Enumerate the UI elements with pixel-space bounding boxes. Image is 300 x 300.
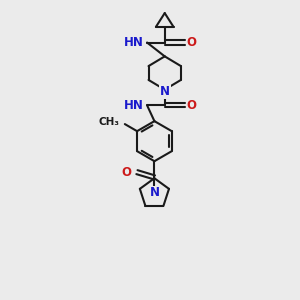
Text: N: N — [150, 187, 160, 200]
Text: O: O — [121, 166, 131, 178]
Text: CH₃: CH₃ — [98, 117, 119, 127]
Text: HN: HN — [124, 99, 144, 112]
Text: O: O — [187, 36, 197, 49]
Text: N: N — [160, 85, 170, 98]
Text: HN: HN — [124, 36, 144, 49]
Text: O: O — [187, 99, 197, 112]
